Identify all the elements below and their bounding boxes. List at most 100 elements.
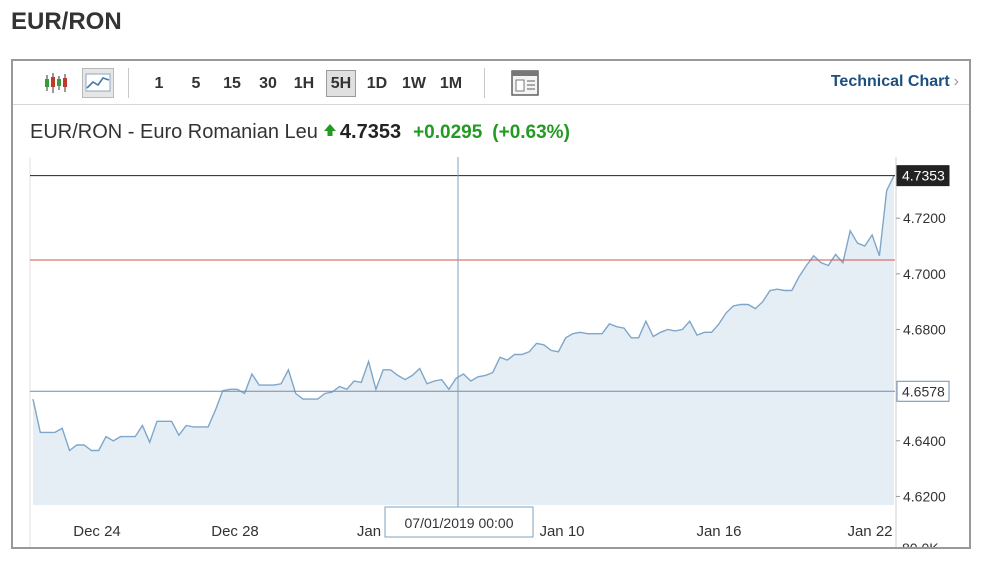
data-point [69,450,70,451]
price-change-percent: (+0.63%) [492,122,570,143]
up-arrow-icon [323,121,336,144]
data-point [273,385,274,386]
data-point [47,432,48,433]
data-point [324,393,325,394]
data-point [470,380,471,381]
candlestick-icon[interactable] [39,68,71,98]
data-point [237,389,238,390]
data-point [405,379,406,380]
data-point [842,262,843,263]
chart-panel: 1 5 15 30 1H 5H 1D 1W 1M Technical Chart › EUR/RO… [11,59,971,549]
series-area-fill [33,175,894,505]
chart-toolbar: 1 5 15 30 1H 5H 1D 1W 1M Technical Chart › [13,61,969,105]
data-point [32,399,33,400]
data-point [266,385,267,386]
data-point [113,440,114,441]
data-point [244,393,245,394]
data-point [397,375,398,376]
data-point [718,323,719,324]
data-point [463,373,464,374]
line-chart-icon[interactable] [82,68,114,98]
data-point [149,442,150,443]
price-chart[interactable]: 4.7353 4.6578 07/01/2019 00:00 4.7200 4.70… [13,157,969,549]
interval-button-1m[interactable]: 1M [439,75,463,92]
data-point [368,361,369,362]
data-point [521,354,522,355]
data-point [616,326,617,327]
x-tick-label: Jan 16 [696,523,741,540]
data-point [164,421,165,422]
data-point [623,328,624,329]
data-point [492,372,493,373]
data-point [551,350,552,351]
price-tag-box [896,380,950,402]
data-point [594,333,595,334]
data-point [302,399,303,400]
data-point [485,375,486,376]
data-point [682,329,683,330]
price-change: +0.0295 [413,122,483,143]
interval-button-5h[interactable]: 5H [326,70,356,97]
interval-button-15[interactable]: 15 [223,75,241,92]
data-point [186,425,187,426]
data-point [755,308,756,309]
data-point [135,436,136,437]
data-point [448,389,449,390]
data-point [565,337,566,338]
data-point [54,432,55,433]
x-tick-label: Jan 10 [539,523,584,540]
data-point [653,336,654,337]
data-point [864,245,865,246]
x-tick-label: Jan [357,523,381,540]
data-point [609,323,610,324]
data-point [748,304,749,305]
technical-chart-label: Technical Chart [830,73,950,90]
interval-button-1d[interactable]: 1D [366,75,388,92]
data-point [354,380,355,381]
interval-button-1w[interactable]: 1W [402,75,426,92]
y-tick-label: 4.7000 [903,266,946,282]
data-point [536,343,537,344]
data-point [171,421,172,422]
data-point [105,436,106,437]
data-point [689,321,690,322]
data-point [40,432,41,433]
interval-button-30[interactable]: 30 [259,75,277,92]
technical-chart-link[interactable]: Technical Chart › [831,73,959,91]
x-tick-label: Jan 22 [847,523,892,540]
data-point [879,255,880,256]
data-point [850,230,851,231]
data-point [769,290,770,291]
data-point [208,426,209,427]
data-point [828,265,829,266]
data-point [777,289,778,290]
data-point [295,393,296,394]
data-point [62,428,63,429]
data-point [602,333,603,334]
data-point [339,386,340,387]
data-point [799,276,800,277]
data-point [507,360,508,361]
data-point [806,265,807,266]
data-point [813,255,814,256]
data-point [76,444,77,445]
data-point [120,436,121,437]
data-point [872,234,873,235]
data-point [543,344,544,345]
data-point [696,335,697,336]
interval-button-1h[interactable]: 1H [293,75,315,92]
data-point [499,357,500,358]
data-point [215,410,216,411]
interval-button-1[interactable]: 1 [154,75,164,92]
interval-button-5[interactable]: 5 [191,75,201,92]
data-table-icon[interactable] [509,68,541,98]
data-point [317,399,318,400]
x-tick-label: Dec 24 [73,523,121,540]
data-point [288,369,289,370]
data-point [127,436,128,437]
data-point [711,332,712,333]
price-tag-label: 4.7353 [902,168,945,184]
chevron-right-icon: › [953,73,959,90]
last-price: 4.7353 [339,121,402,143]
page-title: EUR/RON [11,8,122,35]
